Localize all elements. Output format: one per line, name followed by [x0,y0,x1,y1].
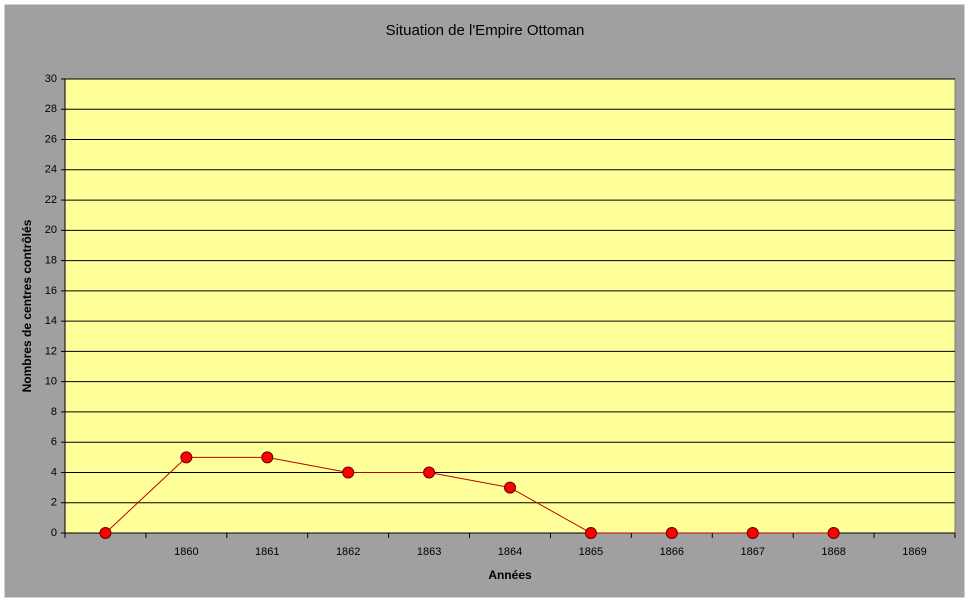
data-point [180,451,193,464]
plot-area [64,78,956,534]
y-tick-label: 30 [45,73,57,85]
x-tick-label: 1860 [174,546,198,558]
y-tick-label: 22 [45,194,57,206]
x-tick-label: 1865 [579,546,603,558]
data-point [261,451,274,464]
data-point [342,466,355,479]
data-point [99,527,112,539]
y-tick-label: 10 [45,376,57,388]
y-tick-label: 24 [45,164,57,176]
data-point [584,527,597,539]
data-point [746,527,759,539]
y-tick-label: 8 [51,406,57,418]
x-tick-label: 1868 [821,546,845,558]
x-tick-label: 1869 [902,546,926,558]
y-tick-label: 0 [51,527,57,539]
x-tick-label: 1861 [255,546,279,558]
data-point [423,466,436,479]
series-line [105,456,834,534]
x-tick-label: 1867 [740,546,764,558]
y-tick-label: 20 [45,224,57,236]
y-tick-label: 6 [51,436,57,448]
chart-title: Situation de l'Empire Ottoman [386,22,585,39]
x-axis-title: Années [488,568,532,582]
y-tick-label: 2 [51,497,57,509]
data-point [504,481,516,494]
y-axis-title: Nombres de centres contrôlés [20,219,34,392]
x-tick-label: 1864 [498,546,522,558]
data-point [665,527,678,539]
y-tick-label: 26 [45,133,57,145]
data-point [827,527,840,539]
y-tick-label: 28 [45,103,57,115]
y-tick-label: 14 [45,315,57,327]
y-tick-label: 12 [45,345,57,357]
x-tick-label: 1866 [660,546,684,558]
y-tick-label: 18 [45,255,57,267]
x-tick-label: 1862 [336,546,360,558]
y-tick-label: 4 [51,466,57,478]
y-tick-label: 16 [45,285,57,297]
x-tick-label: 1863 [417,546,441,558]
